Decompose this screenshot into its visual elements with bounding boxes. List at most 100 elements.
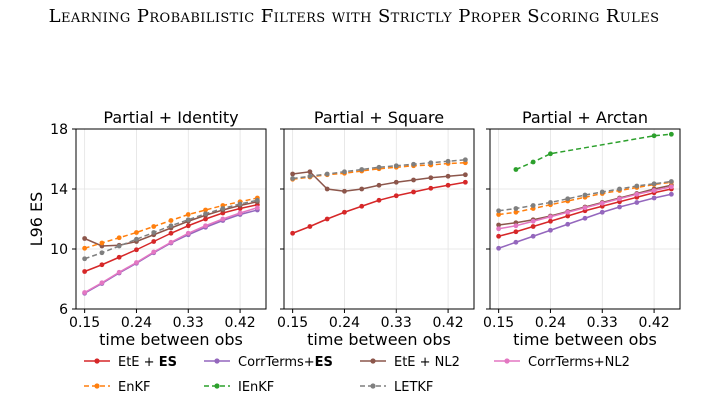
data-point-ete_nl2 (411, 177, 416, 183)
data-point-corrterms_es (582, 215, 588, 221)
data-point-letkf (513, 206, 519, 211)
legend-label-text: CorrTerms+NL2 (528, 355, 630, 370)
data-point-corrterms_nl2 (617, 196, 622, 202)
x-axis-label: time between obs (99, 330, 243, 349)
legend-swatch-marker (94, 358, 100, 364)
data-point-corrterms_nl2 (634, 191, 640, 197)
data-point-ienkf (668, 131, 674, 137)
panel-title: Partial + Identity (103, 108, 238, 127)
data-point-letkf (582, 192, 588, 198)
y-tick-label: 14 (50, 182, 68, 198)
data-point-enkf (496, 212, 502, 217)
data-point-enkf (116, 235, 122, 241)
series-line-letkf (498, 180, 672, 212)
data-point-corrterms_es (513, 239, 519, 245)
legend-label: EtE + NL2 (394, 355, 460, 370)
data-point-letkf (116, 243, 122, 249)
x-tick-label: 0.24 (121, 315, 152, 331)
data-point-ienkf (530, 159, 536, 165)
data-point-letkf (599, 189, 605, 195)
data-point-letkf (393, 163, 399, 169)
series-line-letkf (292, 159, 466, 180)
data-point-corrterms_nl2 (220, 216, 226, 222)
legend-entry-letkf: LETKF (360, 380, 433, 395)
data-point-letkf (376, 164, 382, 170)
data-point-enkf (203, 207, 208, 213)
x-tick-label: 0.15 (483, 315, 514, 331)
panel-title: Partial + Arctan (522, 108, 648, 127)
x-tick-label: 0.33 (381, 315, 412, 331)
data-point-letkf (411, 161, 416, 167)
data-point-corrterms_es (668, 191, 674, 197)
series-line-ete_es (292, 181, 466, 234)
chart-panel-3: 0.15 0.24 0.33 0.42 Partial + Arctan time bet… (483, 108, 681, 349)
data-point-ete_es (134, 247, 139, 253)
data-point-ete_nl2 (307, 169, 313, 175)
data-point-corrterms_nl2 (134, 260, 139, 265)
data-point-letkf (203, 211, 208, 217)
legend-label-text: EtE + (118, 355, 159, 370)
legend-entry-enkf: EnKF (84, 380, 150, 395)
data-point-ete_es (99, 262, 105, 268)
legend-label: EnKF (118, 380, 150, 395)
y-axis-label: L96 ES (27, 192, 46, 247)
data-point-ete_nl2 (428, 175, 434, 181)
legend-label-text: EtE + NL2 (394, 355, 460, 370)
series-line-ete_es (84, 204, 258, 273)
data-point-letkf (99, 250, 105, 256)
data-point-letkf (359, 167, 365, 172)
data-point-corrterms_nl2 (582, 205, 588, 211)
plot-frame (75, 128, 267, 310)
legend-entry-ete_nl2: EtE + NL2 (360, 355, 460, 370)
data-point-ete_es (393, 193, 399, 199)
data-point-corrterms_nl2 (203, 223, 208, 229)
data-point-ete_es (376, 197, 382, 203)
panel-title: Partial + Square (314, 108, 444, 127)
chart-panels: 0.15 0.24 0.33 0.42 6 10 14 18 Partial + Identit… (27, 108, 681, 349)
data-point-corrterms_nl2 (548, 214, 553, 220)
x-axis-label: time between obs (307, 330, 451, 349)
data-point-ete_es (411, 189, 416, 195)
data-point-ete_es (151, 239, 157, 244)
data-point-ete_nl2 (496, 222, 502, 228)
chart-legend: EtE + ES CorrTerms+ES EtE + NL2 CorrTerms+N… (84, 355, 630, 395)
data-point-corrterms_nl2 (237, 210, 243, 216)
x-axis-label: time between obs (513, 330, 657, 349)
data-point-letkf (220, 206, 226, 211)
data-point-ete_es (290, 230, 296, 236)
legend-swatch-marker (370, 383, 376, 389)
y-tick-label: 6 (59, 302, 68, 318)
data-point-letkf (428, 160, 434, 166)
legend-label: IEnKF (238, 380, 274, 395)
legend-swatch-marker (94, 383, 100, 389)
data-point-ete_es (496, 233, 502, 239)
data-point-corrterms_nl2 (185, 230, 191, 236)
data-point-letkf (307, 173, 313, 179)
data-point-corrterms_nl2 (668, 184, 674, 190)
data-point-ete_nl2 (359, 186, 365, 192)
data-point-letkf (565, 196, 571, 202)
data-point-letkf (617, 186, 622, 192)
paper-running-header: Learning Probabilistic Filters with Stri… (48, 6, 660, 27)
data-point-corrterms_nl2 (151, 249, 157, 255)
x-tick-label: 0.15 (69, 315, 100, 331)
legend-label-bold: ES (315, 355, 333, 370)
data-point-corrterms_es (496, 245, 502, 251)
legend-label-bold: ES (159, 355, 177, 370)
data-point-letkf (651, 181, 657, 187)
data-point-letkf (530, 203, 536, 208)
legend-swatch-marker (370, 358, 376, 364)
data-point-ete_nl2 (342, 188, 347, 194)
data-point-ete_es (82, 269, 88, 274)
data-point-corrterms_nl2 (651, 188, 657, 193)
data-point-corrterms_nl2 (530, 218, 536, 224)
data-point-letkf (342, 169, 347, 175)
data-point-letkf (168, 223, 174, 229)
data-point-ete_es (565, 213, 571, 219)
data-point-ete_nl2 (290, 171, 296, 177)
data-point-corrterms_es (599, 209, 605, 215)
data-point-ete_es (185, 223, 191, 229)
data-point-letkf (324, 171, 330, 177)
data-point-ete_es (203, 216, 208, 222)
